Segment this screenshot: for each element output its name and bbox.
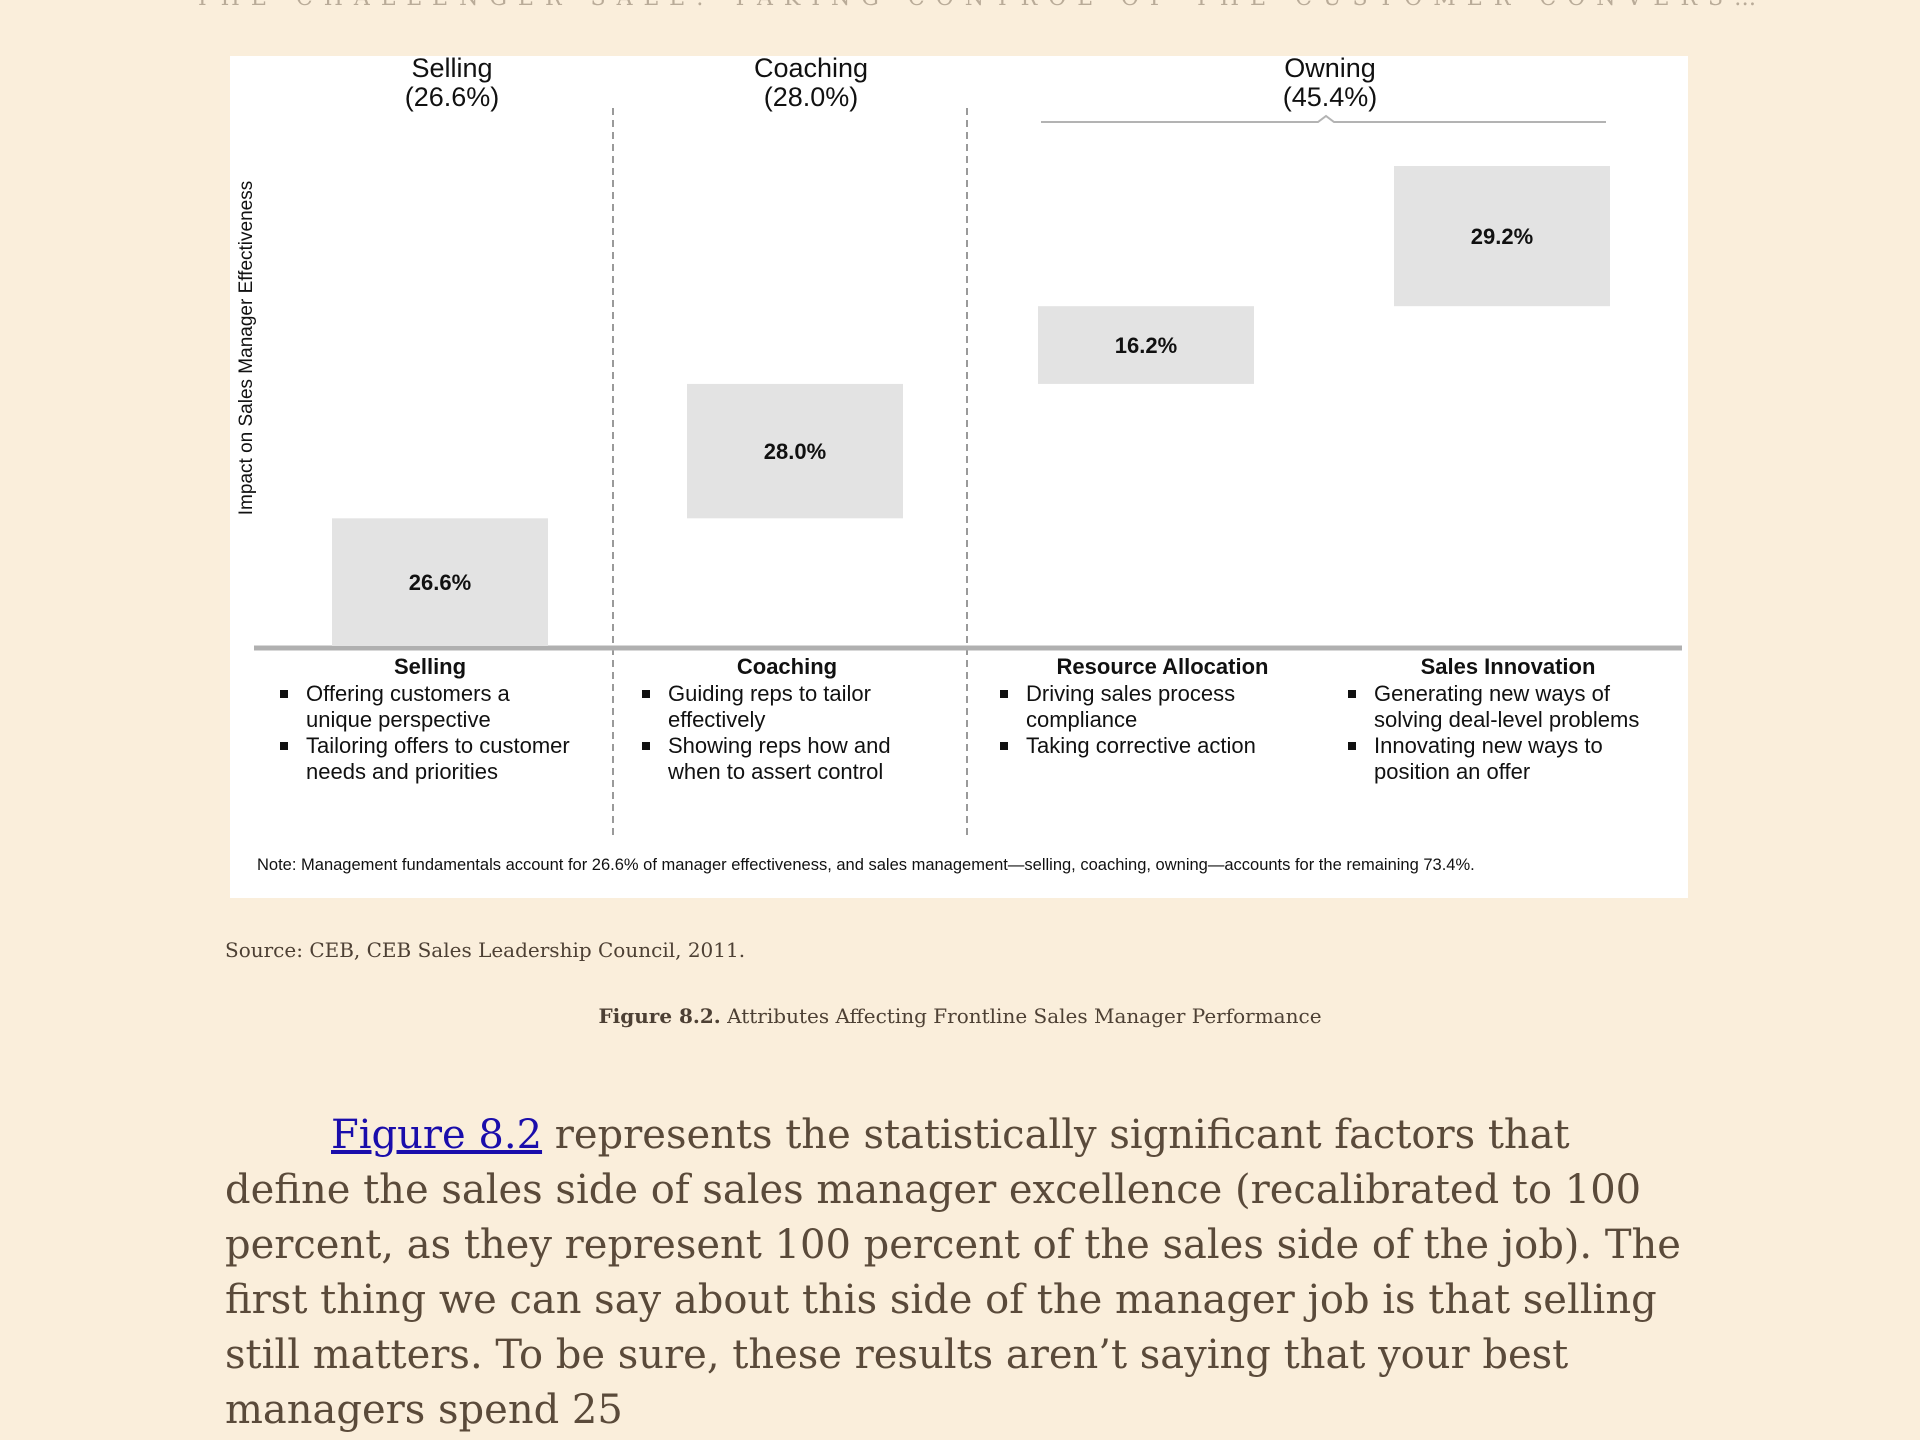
category-bullet: Generating new ways of solving deal-leve… (1348, 681, 1668, 733)
group-head-owning-name: Owning (1284, 53, 1376, 83)
group-head-coaching-name: Coaching (753, 53, 869, 83)
category-bullet: Tailoring offers to customer needs and p… (280, 733, 580, 785)
bar-value-label: 28.0% (764, 439, 826, 464)
caption-text: Attributes Affecting Frontline Sales Man… (727, 1004, 1322, 1028)
group-head-owning: Owning (45.4%) (1210, 54, 1450, 112)
group-head-selling-pct: (26.6%) (404, 82, 500, 112)
figure-caption: Figure 8.2. Attributes Affecting Frontli… (0, 1004, 1920, 1028)
group-head-coaching: Coaching (28.0%) (691, 54, 931, 112)
category-title: Resource Allocation (1056, 654, 1269, 679)
bar-value-label: 26.6% (409, 570, 471, 595)
category-selling: Selling Offering customers a unique pers… (280, 654, 580, 785)
bar-value-label: 16.2% (1115, 333, 1177, 358)
owning-brace (1041, 114, 1606, 123)
bar-selling (332, 518, 548, 646)
body-paragraph: Figure 8.2 represents the statistically … (225, 1108, 1705, 1438)
category-bullet: Innovating new ways to position an offer (1348, 733, 1668, 785)
category-title: Coaching (736, 654, 838, 679)
group-head-selling-name: Selling (411, 53, 493, 83)
category-coaching: Coaching Guiding reps to tailor effectiv… (642, 654, 932, 785)
group-head-owning-pct: (45.4%) (1282, 82, 1378, 112)
category-bullet: Showing reps how and when to assert cont… (642, 733, 932, 785)
bar-coaching (687, 383, 903, 519)
category-bullet: Offering customers a unique perspective (280, 681, 580, 733)
category-resource-allocation: Resource Allocation Driving sales proces… (1000, 654, 1325, 759)
figure-8-2-link[interactable]: Figure 8.2 (331, 1112, 543, 1158)
paragraph-text: represents the statistically significant… (225, 1112, 1681, 1433)
waterfall-chart-svg: 26.6% 28.0% 16.2% 29.2% Impact on Sales Man… (236, 108, 1682, 836)
category-bullet: Driving sales process compliance (1000, 681, 1325, 733)
category-title: Sales Innovation (1420, 654, 1596, 679)
bar-value-label: 29.2% (1471, 224, 1533, 249)
category-bullet: Taking corrective action (1000, 733, 1325, 759)
group-head-coaching-pct: (28.0%) (763, 82, 859, 112)
category-sales-innovation: Sales Innovation Generating new ways of … (1348, 654, 1668, 785)
bar-resource-allocation (1038, 306, 1254, 384)
figure-source: Source: CEB, CEB Sales Leadership Counci… (225, 938, 746, 962)
figure-8-2: 26.6% 28.0% 16.2% 29.2% Impact on Sales Man… (230, 54, 1688, 898)
bar-sales-innovation (1394, 166, 1610, 307)
caption-label: Figure 8.2. (598, 1004, 721, 1028)
figure-note: Note: Management fundamentals account fo… (257, 856, 1475, 874)
y-axis-label: Impact on Sales Manager Effectiveness (236, 181, 257, 515)
category-title: Selling (393, 654, 467, 679)
category-bullet: Guiding reps to tailor effectively (642, 681, 932, 733)
group-head-selling: Selling (26.6%) (332, 54, 572, 112)
running-head: THE CHALLENGER SALE: TAKING CONTROL OF T… (195, 0, 1755, 11)
